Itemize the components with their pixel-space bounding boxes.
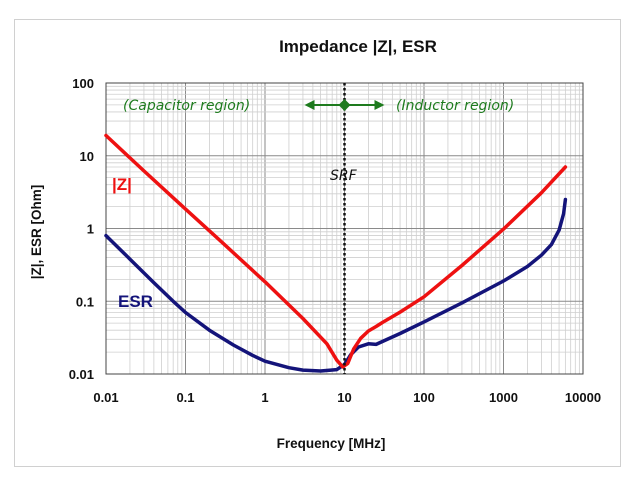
y-tick-label: 0.01 — [69, 367, 94, 382]
x-axis-label: Frequency [MHz] — [277, 436, 386, 451]
y-tick-label: 100 — [72, 76, 94, 91]
x-tick-label: 10 — [337, 390, 351, 405]
x-tick-label: 0.01 — [93, 390, 118, 405]
series-label-esr: ESR — [118, 292, 153, 311]
x-tick-label: 1000 — [489, 390, 518, 405]
x-tick-label: 1 — [261, 390, 268, 405]
series-label-z: |Z| — [112, 175, 132, 194]
chart-title: Impedance |Z|, ESR — [279, 37, 437, 56]
capacitor-region-label: (Capacitor region) — [123, 98, 250, 114]
x-tick-label: 100 — [413, 390, 435, 405]
y-tick-labels: 100 10 1 0.1 0.01 — [69, 76, 94, 382]
y-tick-label: 10 — [80, 149, 94, 164]
series-line-z — [104, 133, 568, 369]
srf-label: SRF — [330, 168, 358, 184]
region-arrow — [304, 99, 385, 111]
y-tick-label: 1 — [87, 222, 94, 237]
y-axis-label: |Z|, ESR [Ohm] — [29, 185, 44, 280]
x-tick-label: 0.1 — [176, 390, 194, 405]
series-line-esr — [104, 197, 568, 373]
x-tick-labels: 0.01 0.1 1 10 100 1000 10000 — [93, 390, 601, 405]
y-tick-label: 0.1 — [76, 294, 94, 309]
arrow-diamond-marker — [338, 99, 351, 111]
inductor-region-label: (Inductor region) — [396, 98, 514, 114]
x-tick-label: 10000 — [565, 390, 601, 405]
